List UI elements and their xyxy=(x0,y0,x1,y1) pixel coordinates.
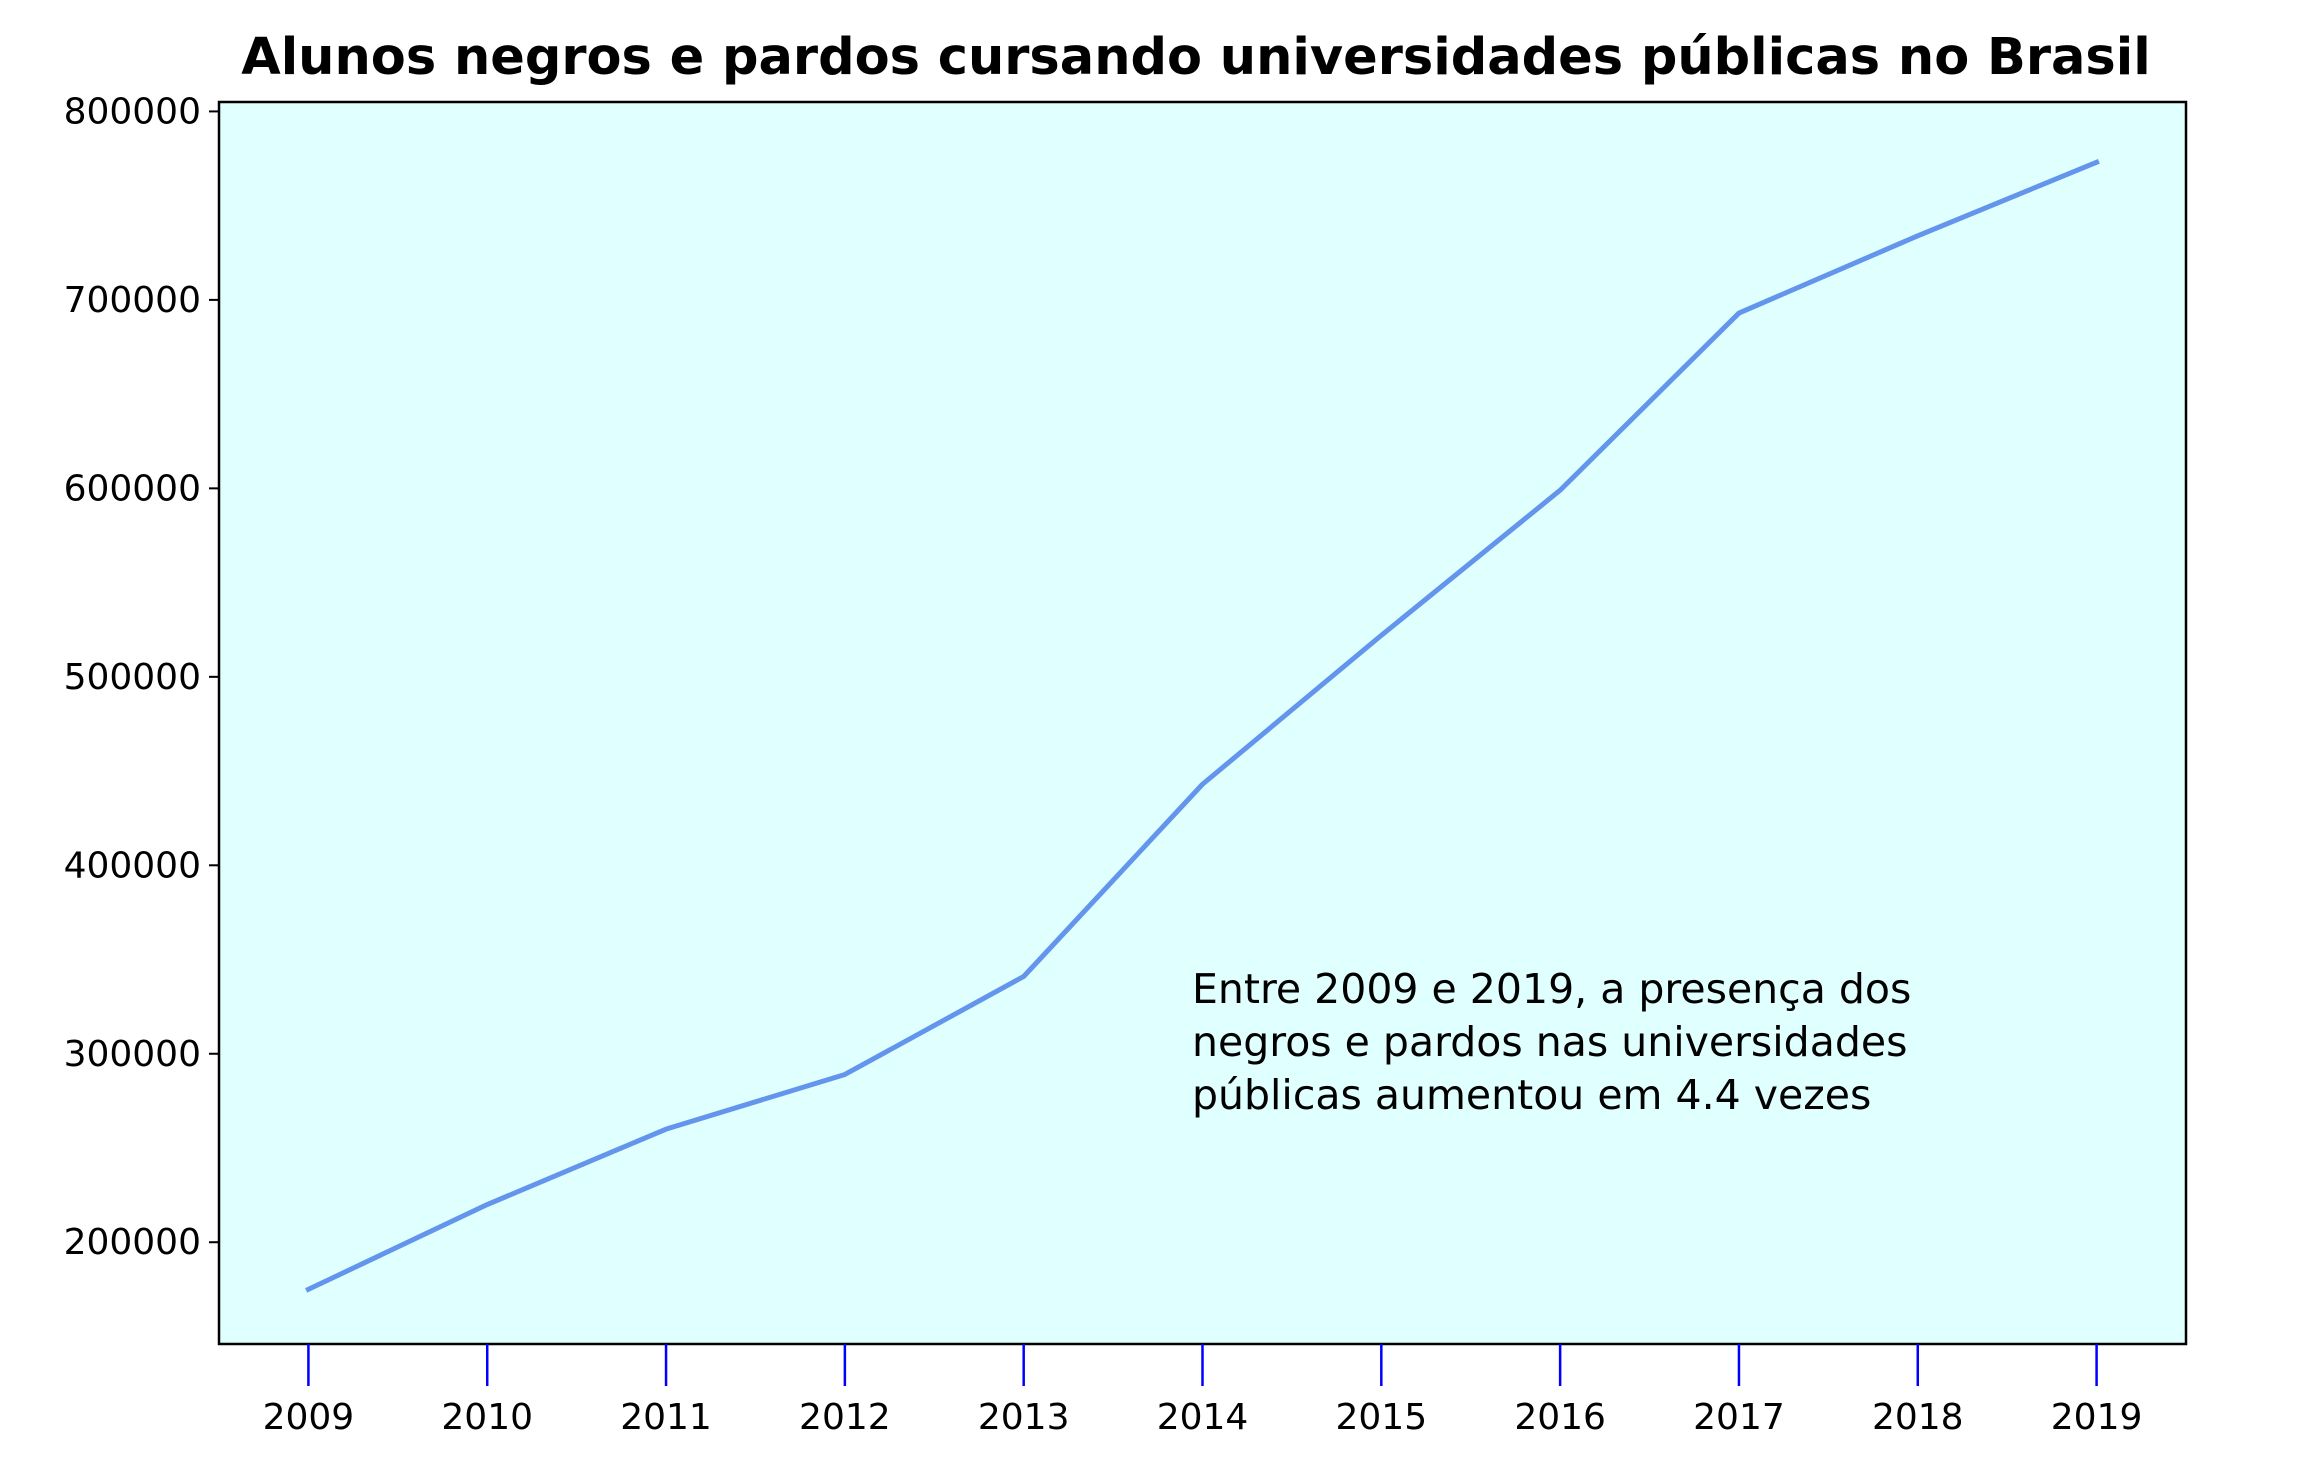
annotation-line-1: Entre 2009 e 2019, a presença dos xyxy=(1192,965,1911,1013)
y-tick-label: 500000 xyxy=(64,657,201,698)
x-tick-label: 2015 xyxy=(1336,1397,1428,1438)
x-axis: 2009 2010 2011 2012 2013 2014 2015 2016 2017 2018… xyxy=(263,1344,2143,1438)
plot-area xyxy=(217,100,2188,1346)
annotation-text: Entre 2009 e 2019, a presença dos negros… xyxy=(1192,965,1924,1119)
x-tick-label: 2013 xyxy=(978,1397,1070,1438)
x-tick-label: 2019 xyxy=(2051,1397,2143,1438)
y-tick-label: 400000 xyxy=(64,845,201,886)
y-tick-label: 300000 xyxy=(64,1034,201,1075)
y-tick-label: 600000 xyxy=(64,468,201,509)
y-axis: 200000 300000 400000 500000 600000 700000 8000… xyxy=(64,91,219,1263)
x-tick-label: 2016 xyxy=(1514,1397,1606,1438)
annotation-line-3: públicas aumentou em 4.4 vezes xyxy=(1192,1071,1871,1119)
series-line xyxy=(305,159,2100,1293)
x-tick-label: 2014 xyxy=(1157,1397,1249,1438)
y-tick-label: 200000 xyxy=(64,1222,201,1263)
y-tick-label: 700000 xyxy=(64,280,201,321)
chart-title: Alunos negros e pardos cursando universi… xyxy=(241,28,2151,87)
x-tick-label: 2010 xyxy=(441,1397,533,1438)
x-tick-label: 2011 xyxy=(620,1397,712,1438)
annotation-line-2: negros e pardos nas universidades xyxy=(1192,1018,1907,1066)
x-tick-label: 2018 xyxy=(1872,1397,1964,1438)
y-tick-label: 800000 xyxy=(64,91,201,132)
x-tick-label: 2017 xyxy=(1693,1397,1785,1438)
x-tick-label: 2012 xyxy=(799,1397,891,1438)
series-layer xyxy=(305,159,2100,1293)
x-tick-label: 2009 xyxy=(263,1397,355,1438)
